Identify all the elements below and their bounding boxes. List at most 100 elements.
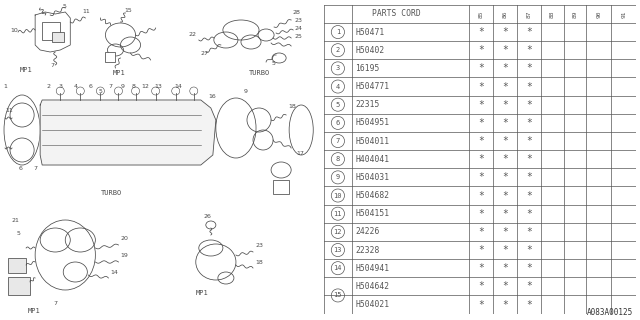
Text: 15: 15 bbox=[125, 8, 132, 13]
Text: *: * bbox=[502, 118, 508, 128]
Text: *: * bbox=[478, 209, 484, 219]
Text: *: * bbox=[502, 245, 508, 255]
Text: *: * bbox=[502, 300, 508, 309]
Text: MP1: MP1 bbox=[20, 67, 33, 73]
Text: 88: 88 bbox=[550, 10, 555, 18]
Text: 22328: 22328 bbox=[355, 245, 380, 254]
Text: 28: 28 bbox=[292, 10, 300, 15]
Text: 6: 6 bbox=[18, 166, 22, 171]
Text: 14: 14 bbox=[333, 265, 342, 271]
Text: 90: 90 bbox=[596, 10, 601, 18]
Text: *: * bbox=[526, 190, 532, 201]
Text: *: * bbox=[478, 172, 484, 182]
Text: 2: 2 bbox=[46, 84, 50, 89]
Text: *: * bbox=[502, 154, 508, 164]
Text: *: * bbox=[478, 190, 484, 201]
Text: 25: 25 bbox=[294, 34, 302, 39]
Text: *: * bbox=[478, 100, 484, 110]
Text: 11: 11 bbox=[333, 211, 342, 217]
Text: H504031: H504031 bbox=[355, 173, 389, 182]
Text: *: * bbox=[526, 136, 532, 146]
Text: 91: 91 bbox=[621, 10, 626, 18]
Text: *: * bbox=[526, 45, 532, 55]
Text: *: * bbox=[478, 154, 484, 164]
Text: 1: 1 bbox=[336, 29, 340, 35]
Bar bbox=[273, 180, 289, 194]
Text: A083A00125: A083A00125 bbox=[588, 308, 634, 317]
Bar bbox=[52, 32, 64, 42]
Bar bbox=[106, 52, 115, 62]
Text: TURBO: TURBO bbox=[100, 190, 122, 196]
Text: H504011: H504011 bbox=[355, 137, 389, 146]
Text: H50471: H50471 bbox=[355, 28, 385, 36]
Text: 9: 9 bbox=[244, 89, 248, 94]
Text: 5: 5 bbox=[62, 4, 66, 9]
Text: 89: 89 bbox=[572, 10, 577, 18]
Text: 85: 85 bbox=[479, 10, 484, 18]
Text: *: * bbox=[502, 82, 508, 92]
Text: 7: 7 bbox=[108, 84, 113, 89]
Text: 1: 1 bbox=[3, 84, 7, 89]
Text: 6: 6 bbox=[88, 84, 92, 89]
Text: *: * bbox=[478, 263, 484, 273]
Text: H504151: H504151 bbox=[355, 209, 389, 218]
Text: 8: 8 bbox=[132, 84, 136, 89]
Polygon shape bbox=[40, 100, 216, 165]
Text: 13: 13 bbox=[333, 247, 342, 253]
Text: H404041: H404041 bbox=[355, 155, 389, 164]
Text: 17: 17 bbox=[296, 151, 304, 156]
Text: *: * bbox=[478, 227, 484, 237]
Text: 22315: 22315 bbox=[355, 100, 380, 109]
Text: 24226: 24226 bbox=[355, 227, 380, 236]
Text: PARTS CORD: PARTS CORD bbox=[372, 9, 421, 18]
Text: 20: 20 bbox=[120, 236, 129, 241]
Text: *: * bbox=[526, 63, 532, 73]
Text: 18: 18 bbox=[255, 260, 263, 265]
Text: *: * bbox=[526, 300, 532, 309]
Text: 23: 23 bbox=[294, 18, 302, 23]
Text: 24: 24 bbox=[294, 26, 302, 31]
Text: 14: 14 bbox=[175, 84, 182, 89]
Text: H504642: H504642 bbox=[355, 282, 389, 291]
Text: *: * bbox=[478, 118, 484, 128]
Text: *: * bbox=[502, 172, 508, 182]
Text: 10: 10 bbox=[333, 193, 342, 198]
Text: *: * bbox=[478, 45, 484, 55]
Text: *: * bbox=[526, 263, 532, 273]
Text: *: * bbox=[502, 100, 508, 110]
Text: 7: 7 bbox=[53, 301, 57, 306]
Text: *: * bbox=[502, 45, 508, 55]
Text: 9: 9 bbox=[336, 174, 340, 180]
Text: *: * bbox=[526, 227, 532, 237]
Text: 18: 18 bbox=[288, 104, 296, 109]
Text: *: * bbox=[526, 245, 532, 255]
Text: 3: 3 bbox=[336, 65, 340, 71]
Text: 7: 7 bbox=[336, 138, 340, 144]
Text: 86: 86 bbox=[502, 10, 508, 18]
Bar bbox=[8, 277, 30, 295]
Text: *: * bbox=[502, 136, 508, 146]
Text: 26: 26 bbox=[204, 214, 212, 219]
Text: 22: 22 bbox=[189, 32, 196, 37]
Text: *: * bbox=[526, 281, 532, 291]
Text: 10: 10 bbox=[10, 28, 18, 33]
Text: 4: 4 bbox=[336, 84, 340, 90]
Text: MP1: MP1 bbox=[113, 70, 125, 76]
Text: *: * bbox=[478, 300, 484, 309]
Text: *: * bbox=[478, 82, 484, 92]
Text: 2: 2 bbox=[336, 47, 340, 53]
Text: 12: 12 bbox=[333, 229, 342, 235]
Text: 15: 15 bbox=[333, 292, 342, 299]
Text: TURBO: TURBO bbox=[249, 70, 270, 76]
Text: *: * bbox=[478, 27, 484, 37]
Text: *: * bbox=[502, 263, 508, 273]
Text: 8: 8 bbox=[336, 156, 340, 162]
Text: MP1: MP1 bbox=[196, 290, 209, 296]
Text: H504021: H504021 bbox=[355, 300, 389, 309]
Text: 5: 5 bbox=[271, 61, 275, 66]
Text: 5: 5 bbox=[16, 231, 20, 236]
Text: *: * bbox=[502, 227, 508, 237]
Text: *: * bbox=[526, 209, 532, 219]
Text: 5: 5 bbox=[99, 89, 102, 94]
Text: *: * bbox=[526, 118, 532, 128]
